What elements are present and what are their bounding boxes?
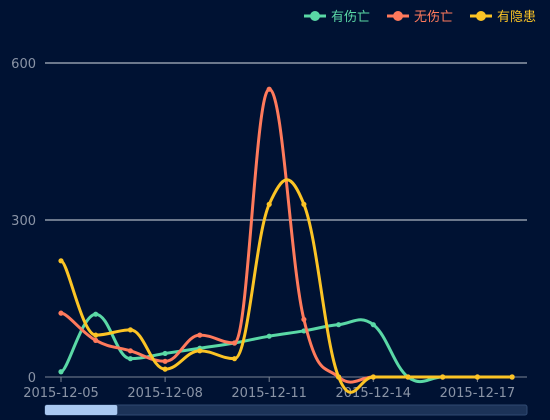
x-tick-label: 2015-12-17: [440, 386, 516, 401]
data-point[interactable]: [336, 374, 342, 380]
series-1: [58, 311, 515, 384]
x-tick-label: 2015-12-05: [23, 386, 99, 401]
data-point[interactable]: [231, 340, 238, 346]
data-point[interactable]: [405, 374, 411, 380]
series-3: [58, 178, 515, 394]
data-point[interactable]: [58, 310, 64, 316]
legend-label: 有伤亡: [331, 10, 370, 25]
data-point[interactable]: [301, 201, 307, 207]
legend[interactable]: 有伤亡 无伤亡 有隐患: [304, 10, 536, 25]
legend-item[interactable]: 有隐患: [470, 10, 536, 25]
legend-item[interactable]: 无伤亡: [387, 10, 453, 25]
data-point[interactable]: [301, 316, 307, 323]
data-point[interactable]: [440, 374, 446, 380]
data-point[interactable]: [58, 369, 64, 375]
data-point[interactable]: [162, 366, 168, 372]
y-tick-label: 0: [28, 371, 36, 386]
y-tick-label: 300: [11, 214, 36, 229]
data-zoom-slider[interactable]: [44, 404, 528, 416]
data-point[interactable]: [266, 333, 272, 339]
data-point[interactable]: [93, 337, 99, 343]
zoom-window[interactable]: [45, 405, 118, 415]
data-point[interactable]: [127, 348, 133, 354]
data-point[interactable]: [93, 332, 99, 338]
grid: [45, 62, 527, 378]
data-point[interactable]: [162, 350, 168, 357]
data-point[interactable]: [93, 311, 99, 317]
data-point[interactable]: [162, 358, 168, 364]
data-point[interactable]: [127, 356, 133, 362]
data-point[interactable]: [266, 201, 272, 207]
data-point[interactable]: [58, 258, 64, 264]
y-tick-label: 600: [11, 57, 36, 72]
data-point[interactable]: [370, 322, 376, 328]
data-point[interactable]: [197, 348, 203, 354]
series-line: [60, 87, 513, 384]
legend-label: 无伤亡: [414, 10, 453, 25]
data-point[interactable]: [266, 86, 272, 92]
series: [58, 86, 515, 394]
legend-marker: [476, 11, 486, 21]
data-point[interactable]: [231, 356, 238, 362]
data-point[interactable]: [509, 374, 515, 380]
legend-item[interactable]: 有伤亡: [304, 10, 370, 25]
legend-marker: [393, 11, 403, 21]
data-point[interactable]: [474, 374, 480, 380]
data-point[interactable]: [336, 322, 342, 328]
data-point[interactable]: [127, 327, 133, 333]
series-line: [59, 312, 513, 384]
data-point[interactable]: [370, 374, 376, 380]
legend-marker: [310, 11, 320, 21]
series-line: [59, 178, 513, 394]
x-tick-label: 2015-12-14: [336, 386, 412, 401]
series-2: [58, 86, 515, 384]
data-point[interactable]: [197, 332, 203, 338]
x-tick-label: 2015-12-08: [127, 386, 203, 401]
x-tick-label: 2015-12-11: [231, 386, 307, 401]
legend-label: 有隐患: [497, 10, 536, 25]
